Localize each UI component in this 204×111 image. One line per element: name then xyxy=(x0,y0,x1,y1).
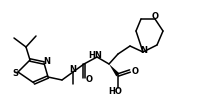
Text: O: O xyxy=(85,75,92,84)
Text: N: N xyxy=(70,65,76,74)
Text: N: N xyxy=(141,46,147,55)
Text: O: O xyxy=(132,66,139,75)
Text: O: O xyxy=(152,12,159,21)
Text: S: S xyxy=(12,69,18,78)
Text: HN: HN xyxy=(88,51,102,59)
Polygon shape xyxy=(109,64,120,76)
Text: HO: HO xyxy=(108,87,122,96)
Text: N: N xyxy=(43,56,51,65)
